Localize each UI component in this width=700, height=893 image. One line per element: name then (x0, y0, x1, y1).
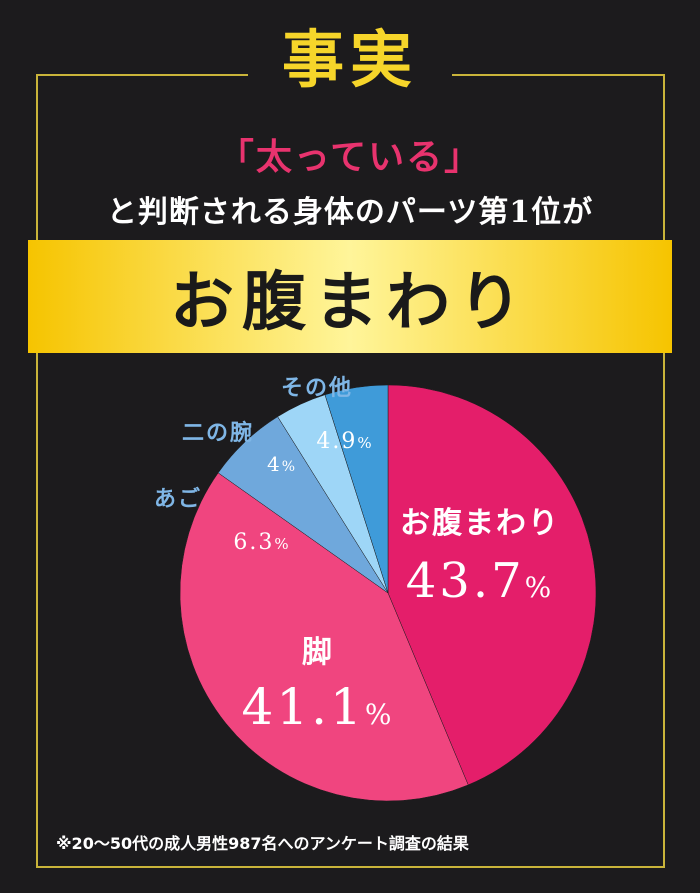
slice-label: 脚 (302, 635, 334, 670)
quote-text: 「太っている」 (217, 136, 483, 178)
slice-value-label: 6.3% (233, 530, 290, 555)
slice-value-label: 4% (267, 452, 297, 476)
slice-label: お腹まわり (400, 506, 560, 541)
slice-value-label: 43.7% (406, 553, 554, 609)
slice-value-label: 41.1% (242, 678, 395, 736)
slice-value-label: 4.9% (316, 429, 373, 454)
slice-label: あご (154, 486, 202, 512)
pie-slice (387, 384, 597, 786)
subtitle-text: と判断される身体のパーツ第1位が (106, 195, 594, 230)
pie-slice (324, 384, 389, 594)
footnote: ※20〜50代の成人男性987名へのアンケート調査の結果 (56, 834, 469, 853)
slice-label: 二の腕 (182, 420, 254, 446)
slice-label: その他 (281, 375, 353, 401)
page-title: 事実 (247, 22, 452, 98)
highlight-band (28, 240, 672, 353)
pie-slice (179, 472, 469, 802)
highlight-text: お腹まわり (170, 264, 530, 340)
title-wrap: 事実 (0, 22, 700, 98)
